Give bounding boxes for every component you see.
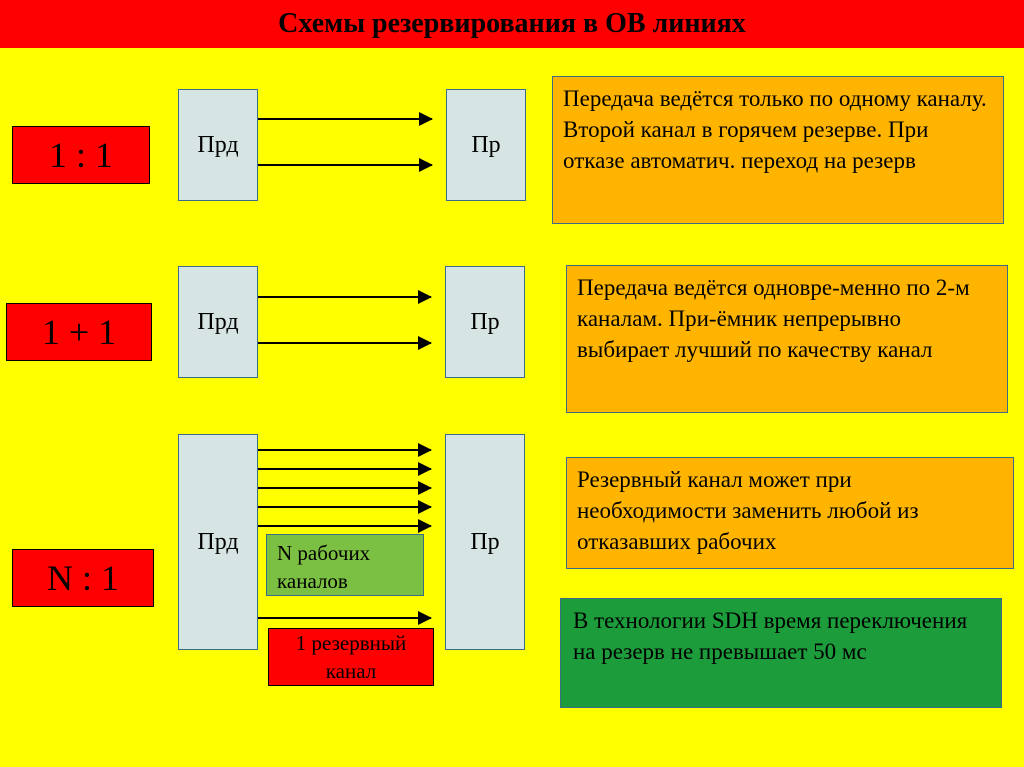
pr-block-1: Пр xyxy=(445,266,525,378)
arrow-1-1 xyxy=(258,342,431,344)
scheme-label-1: 1 + 1 xyxy=(6,303,152,361)
arrow-2-0 xyxy=(258,449,431,451)
scheme-desc-1: Передача ведётся одновре-менно по 2-м ка… xyxy=(566,265,1008,413)
slide-title: Схемы резервирования в ОВ линиях xyxy=(0,0,1024,48)
pr-block-2: Пр xyxy=(445,434,525,650)
prd-block-0: Прд xyxy=(178,89,258,201)
arrow-2-2 xyxy=(258,487,431,489)
scheme-label-2: N : 1 xyxy=(12,549,154,607)
scheme-label-0: 1 : 1 xyxy=(12,126,150,184)
pr-block-0: Пр xyxy=(446,89,526,201)
arrow-2-3 xyxy=(258,506,431,508)
arrow-1-0 xyxy=(258,296,431,298)
prd-block-1: Прд xyxy=(178,266,258,378)
prd-block-2: Прд xyxy=(178,434,258,650)
arrow-0-1 xyxy=(258,164,432,166)
arrow-0-0 xyxy=(258,118,432,120)
arrow-2-5 xyxy=(258,617,431,619)
arrow-2-4 xyxy=(258,525,431,527)
extra-box-0: N рабочих каналов xyxy=(266,534,424,596)
scheme-desc-2: Резервный канал может при необходимости … xyxy=(566,457,1014,569)
scheme-desc-0: Передача ведётся только по одному каналу… xyxy=(552,76,1004,224)
extra-box-2: В технологии SDH время переключения на р… xyxy=(560,598,1002,708)
extra-box-1: 1 резервный канал xyxy=(268,628,434,686)
arrow-2-1 xyxy=(258,468,431,470)
